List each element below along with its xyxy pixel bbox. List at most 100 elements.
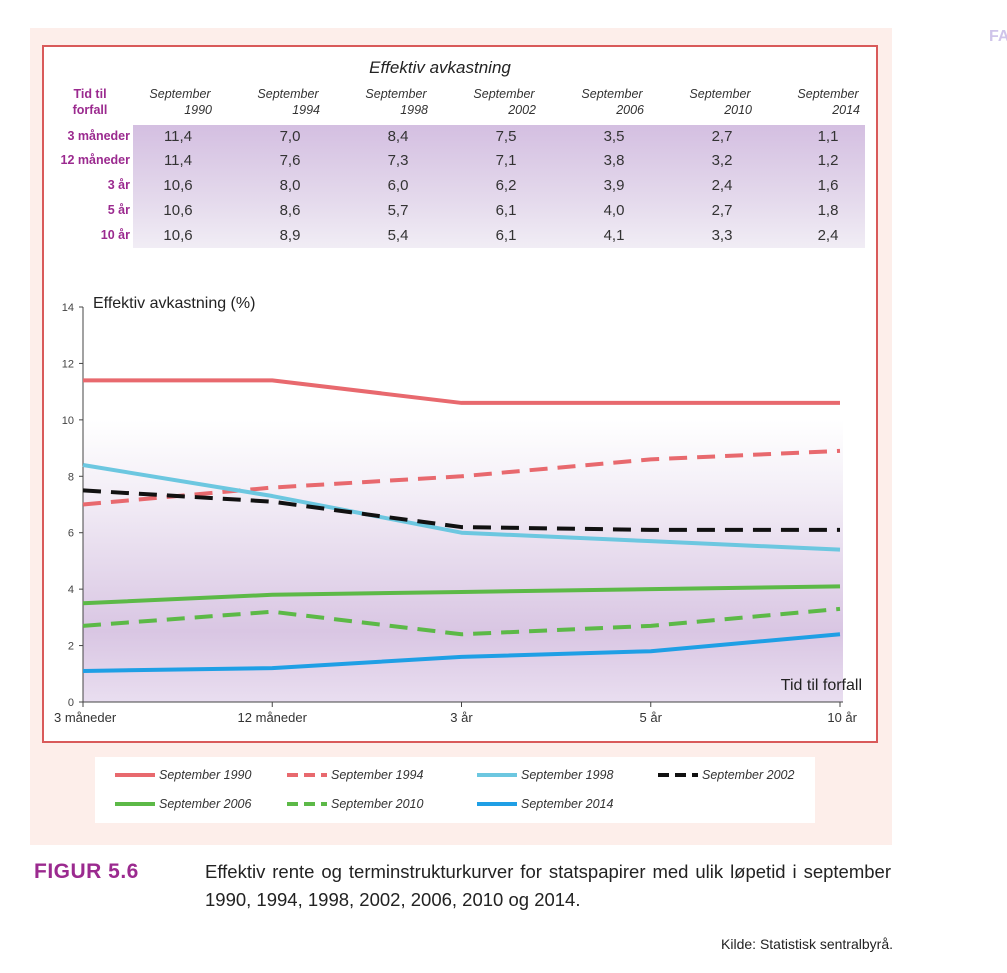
table-column-header-year: 2002	[508, 103, 536, 117]
table-cell: 3,3	[711, 227, 733, 244]
table-row-label: 3 år	[107, 178, 130, 192]
x-tick-label: 10 år	[827, 710, 857, 725]
table-cell: 11,4	[163, 128, 193, 145]
legend-swatch	[287, 773, 327, 777]
table-cell: 10,6	[163, 202, 193, 219]
table-cell: 3,5	[603, 128, 625, 145]
table-header-label-line1: Tid til	[73, 87, 107, 101]
table-cell: 3,2	[711, 152, 733, 169]
table-cell: 6,0	[387, 177, 409, 194]
table-cell: 1,1	[817, 128, 839, 145]
figure-source: Kilde: Statistisk sentralbyrå.	[721, 936, 893, 952]
plot-background	[83, 420, 843, 702]
figure-label: FIGUR 5.6	[34, 860, 139, 883]
table-cell: 5,4	[387, 227, 409, 244]
legend-item: September 1994	[287, 766, 423, 784]
table-column-header-month: September	[689, 87, 751, 101]
table-column-header: September 1990	[128, 86, 232, 118]
table-row-label: 10 år	[100, 228, 130, 242]
table-cell: 10,6	[163, 177, 193, 194]
table-cell: 11,4	[163, 152, 193, 169]
table-cell: 6,1	[495, 202, 517, 219]
table-column-header-month: September	[365, 87, 427, 101]
legend-item: September 2006	[115, 795, 251, 813]
legend-item: September 1998	[477, 766, 613, 784]
table-row-label: 12 måneder	[60, 153, 130, 167]
y-tick-label: 4	[68, 584, 74, 596]
table-column-header-year: 2014	[832, 103, 860, 117]
table-cell: 1,6	[817, 177, 839, 194]
series-line-september-2006	[82, 584, 841, 606]
legend-label: September 2010	[331, 797, 424, 811]
legend-item: September 2010	[287, 795, 423, 813]
table-column-header-month: September	[581, 87, 643, 101]
series-line-september-2002	[82, 488, 840, 532]
corner-text: FA	[989, 28, 1007, 45]
x-tick-label: 5 år	[640, 710, 663, 725]
table-column-header: September 2014	[776, 86, 880, 118]
table-cell: 3,8	[603, 152, 625, 169]
table-cell: 6,2	[495, 177, 517, 194]
series-line-september-2014	[82, 632, 841, 673]
table-cell: 2,7	[711, 128, 733, 145]
series-line-september-1994	[82, 448, 841, 507]
x-tick-label: 3 måneder	[54, 710, 117, 725]
table-cell: 8,0	[279, 177, 301, 194]
legend-label: September 2014	[521, 797, 614, 811]
table-column-header-year: 1994	[292, 103, 320, 117]
legend-item: September 2014	[477, 795, 613, 813]
y-tick-label: 0	[68, 697, 74, 709]
x-tick-label: 12 måneder	[238, 710, 308, 725]
y-tick-label: 14	[62, 302, 74, 314]
table-column-header: September 2002	[452, 86, 556, 118]
table-column-header-year: 1998	[400, 103, 428, 117]
table-cell: 4,1	[603, 227, 625, 244]
table-cell: 7,3	[387, 152, 409, 169]
table-cell: 2,7	[711, 202, 733, 219]
x-tick-label: 3 år	[450, 710, 473, 725]
series-line-september-1990	[83, 378, 840, 405]
table-column-header: September 1998	[344, 86, 448, 118]
table-column-header-month: September	[797, 87, 859, 101]
legend-label: September 2002	[702, 768, 795, 782]
table-column-header-month: September	[257, 87, 319, 101]
table-cell: 3,9	[603, 177, 625, 194]
table-column-header: September 2010	[668, 86, 772, 118]
table-cell: 2,4	[711, 177, 733, 194]
table-column-header: September 1994	[236, 86, 340, 118]
table-cell: 5,7	[387, 202, 409, 219]
table-cell: 7,5	[495, 128, 517, 145]
chart-legend: September 1990 September 1994 September 19…	[95, 757, 815, 823]
series-line-september-2010	[82, 606, 841, 637]
table-column-header: September 2006	[560, 86, 664, 118]
table-cell: 1,2	[817, 152, 839, 169]
table-cell: 8,9	[279, 227, 301, 244]
table-column-header-month: September	[473, 87, 535, 101]
table-cell: 1,8	[817, 202, 839, 219]
y-tick-label: 10	[62, 415, 74, 427]
series-line-september-1998	[82, 463, 841, 552]
table-row-label: 5 år	[107, 203, 130, 217]
table-body	[133, 125, 865, 248]
table-column-header-year: 2010	[724, 103, 752, 117]
legend-item: September 1990	[115, 766, 251, 784]
table-header-label-line2: forfall	[72, 103, 108, 117]
table-cell: 2,4	[817, 227, 839, 244]
legend-swatch	[477, 773, 517, 777]
table-cell: 7,0	[279, 128, 301, 145]
legend-label: September 2006	[159, 797, 252, 811]
legend-label: September 1990	[159, 768, 252, 782]
y-tick-label: 2	[68, 641, 74, 653]
legend-swatch	[658, 773, 698, 777]
table-cell: 8,6	[279, 202, 301, 219]
legend-swatch	[115, 773, 155, 777]
y-axis-label: Effektiv avkastning (%)	[93, 295, 255, 312]
table-column-header-month: September	[149, 87, 211, 101]
legend-item: September 2002	[658, 766, 794, 784]
table-cell: 7,1	[495, 152, 517, 169]
table-column-header-year: 2006	[616, 103, 644, 117]
y-tick-label: 6	[68, 528, 74, 540]
legend-label: September 1998	[521, 768, 614, 782]
legend-label: September 1994	[331, 768, 424, 782]
